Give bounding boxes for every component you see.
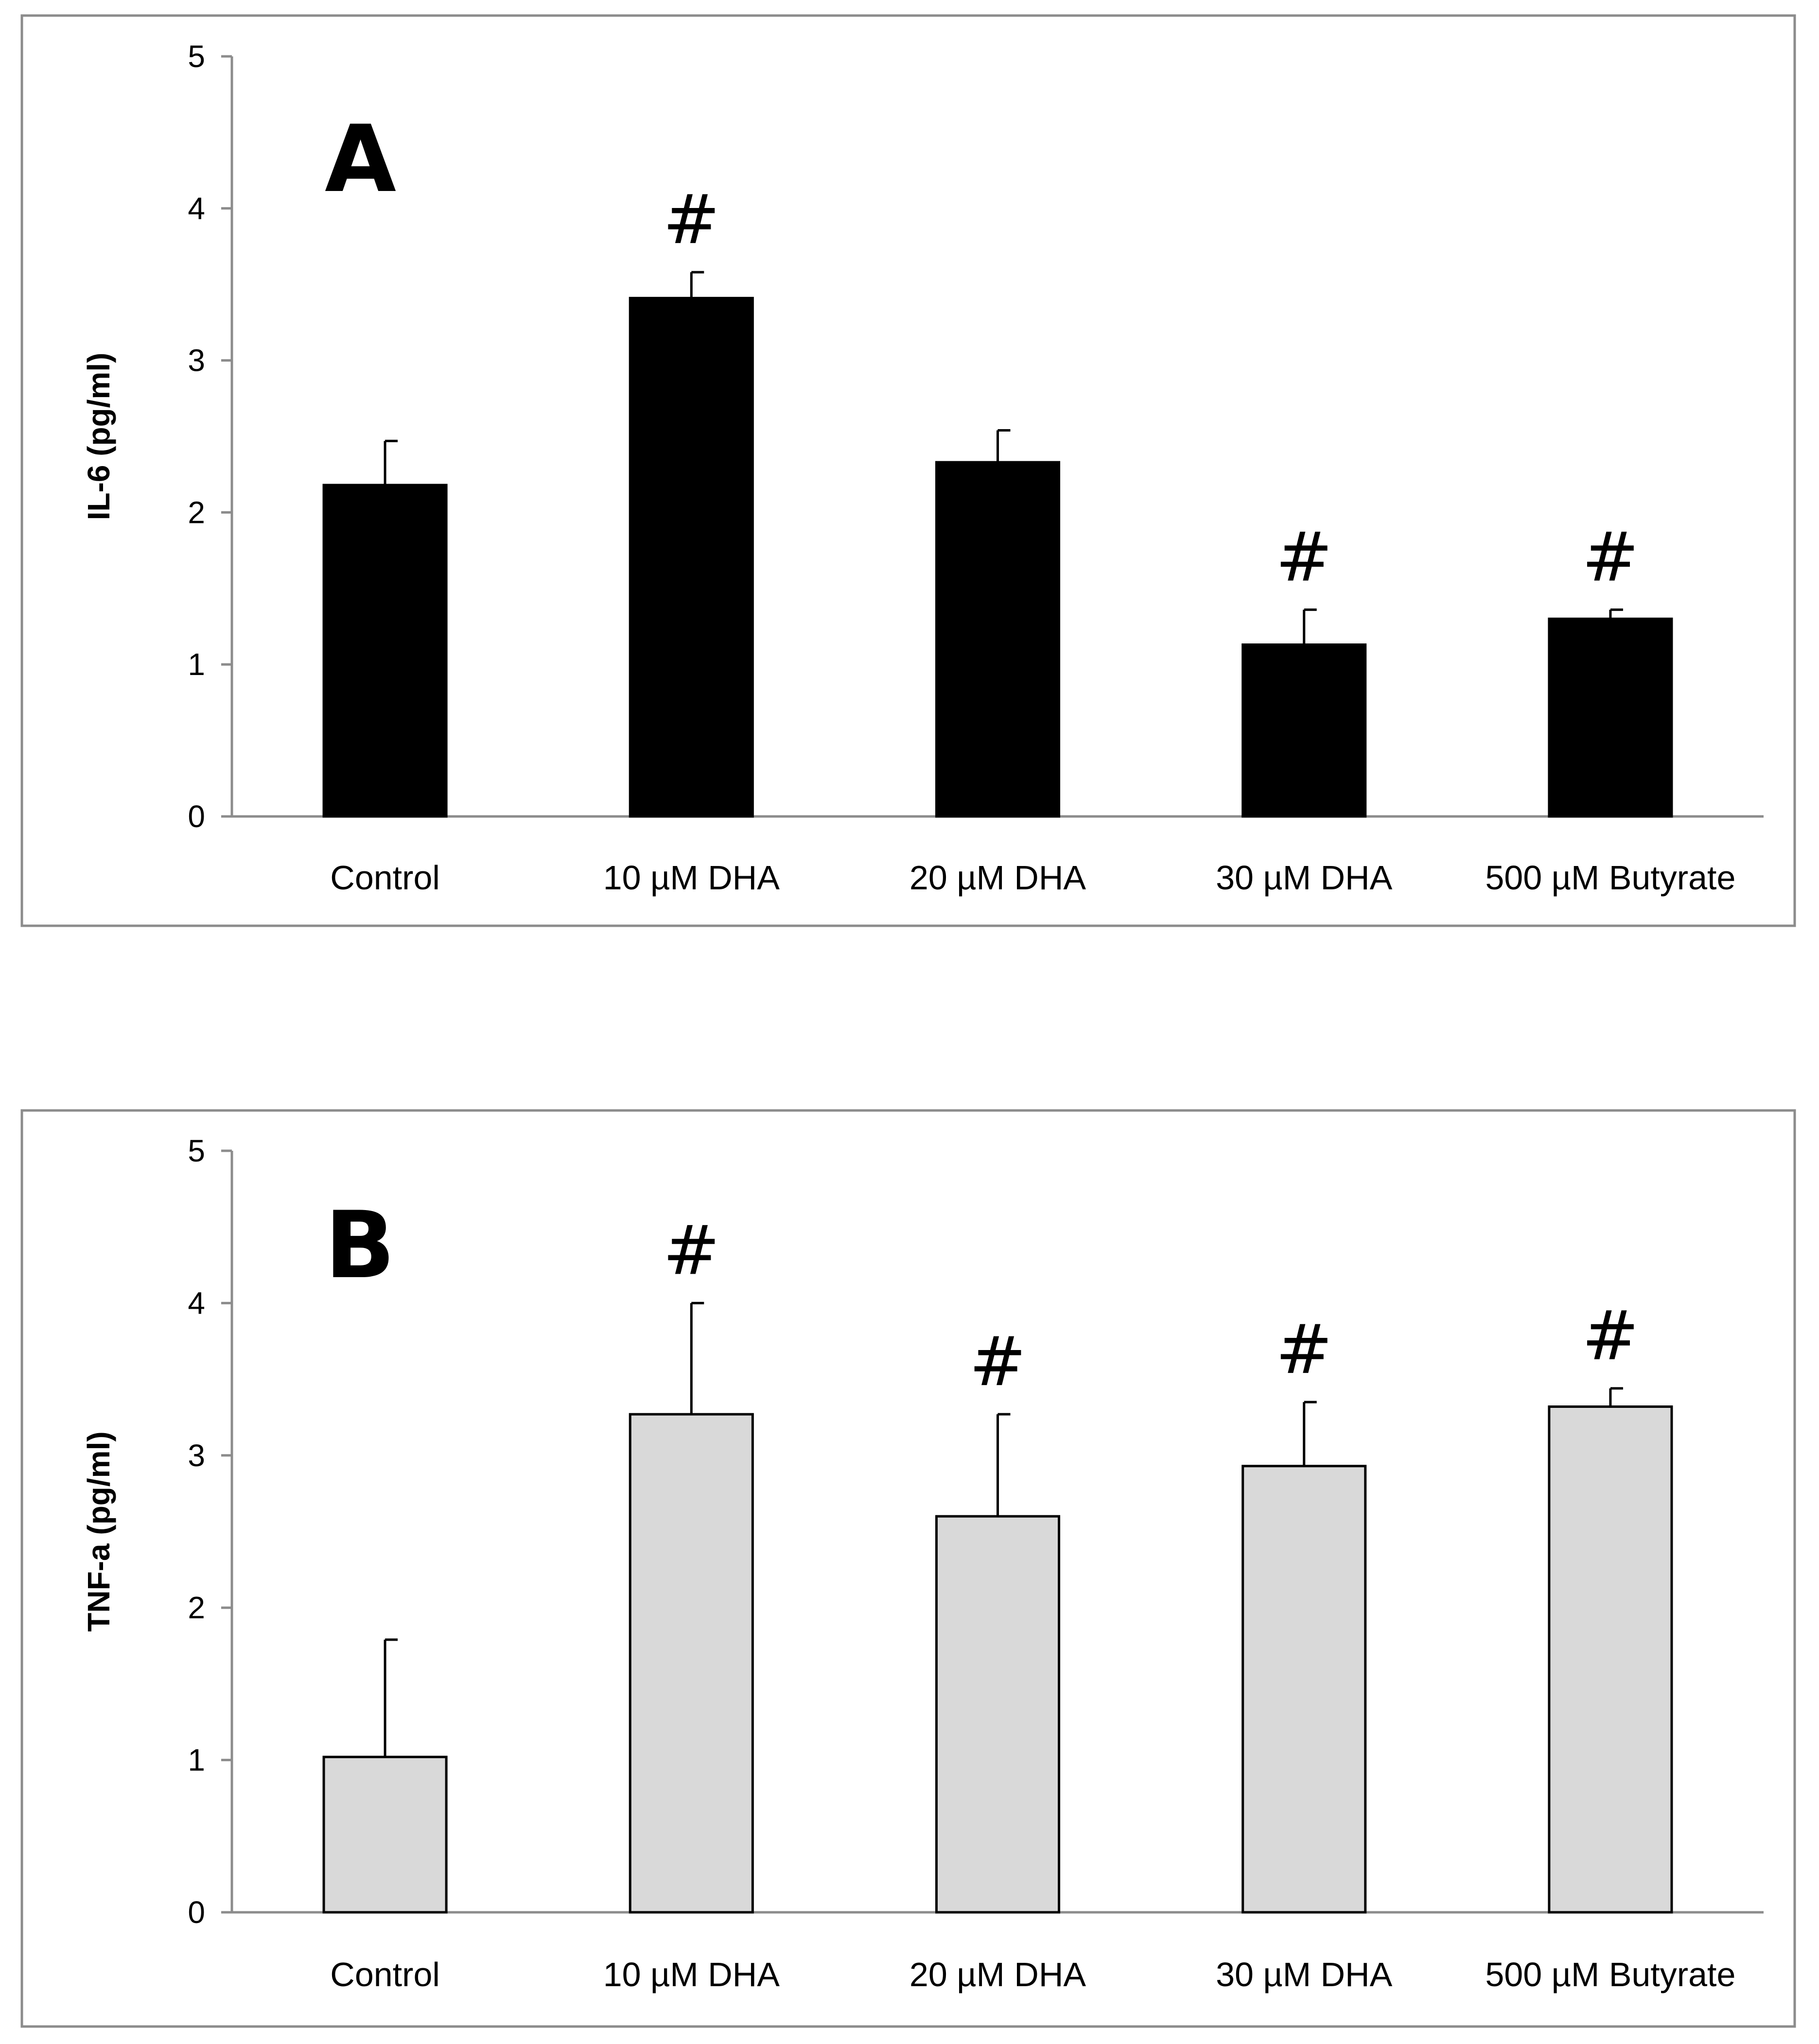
chart1-x-tick-label: 500 µM Butyrate [1485, 1956, 1735, 1993]
panel-a: 0 1 2 3 4 5 IL-6 (pg/ml) A Control 10 µM DHA #20 µ… [20, 14, 1796, 927]
chart1-y-tick-label: 3 [188, 1438, 205, 1473]
chart1-bar [1242, 1465, 1367, 1914]
chart1-x-tick-label: 10 µM DHA [603, 1956, 780, 1993]
chart0-x-tick-label: 30 µM DHA [1216, 859, 1393, 897]
chart0-bar [1242, 643, 1367, 818]
chart1-frame [20, 1109, 1796, 2028]
chart0-frame [20, 14, 1796, 927]
chart1-x-tick-label: 20 µM DHA [910, 1956, 1086, 1993]
chart1-y-tick-label: 2 [188, 1590, 205, 1625]
chart0-y-tick-label: 5 [188, 39, 205, 74]
chart0-y-tick-label: 0 [188, 799, 205, 834]
chart0-bar [629, 296, 754, 818]
chart0-bar [1548, 617, 1673, 818]
chart0-y-tick-label: 1 [188, 647, 205, 682]
chart0-x-tick-label: 20 µM DHA [910, 859, 1086, 897]
chart0-x-tick-label: Control [330, 859, 440, 897]
chart1-bar [935, 1515, 1061, 1914]
chart1-y-tick-label: 5 [188, 1133, 205, 1168]
chart0-significance-marker: # [1276, 518, 1332, 597]
chart0-bar [322, 484, 448, 818]
chart1-x-tick-label: 30 µM DHA [1216, 1956, 1393, 1993]
chart0-y-tick-label: 3 [188, 343, 205, 378]
chart1-bar [322, 1755, 448, 1914]
chart0-y-axis-label: IL-6 (pg/ml) [81, 353, 116, 520]
chart0-x-tick-label: 10 µM DHA [603, 859, 780, 897]
panel-b: 0 1 2 3 4 5 TNF-a (pg/ml) B Control 10 µM DHA #20 … [20, 1109, 1796, 2028]
chart1-panel-letter: B [325, 1192, 395, 1299]
chart1-significance-marker: # [663, 1211, 720, 1290]
chart0-x-tick-label: 500 µM Butyrate [1485, 859, 1735, 897]
chart1-significance-marker: # [1582, 1297, 1639, 1376]
chart1-significance-marker: # [969, 1322, 1026, 1402]
chart1-y-axis-label: TNF-a (pg/ml) [81, 1431, 116, 1631]
chart0-panel-letter: A [325, 105, 396, 213]
chart1-y-tick-label: 1 [188, 1743, 205, 1778]
chart1-significance-marker: # [1276, 1310, 1332, 1389]
chart1-bar [1548, 1405, 1673, 1914]
chart1-y-tick-label: 0 [188, 1895, 205, 1930]
chart1-bar [629, 1413, 754, 1914]
chart0-y-tick-label: 4 [188, 191, 205, 226]
chart0-bar [935, 461, 1061, 818]
chart1-x-tick-label: Control [330, 1956, 440, 1993]
chart0-y-tick-label: 2 [188, 495, 205, 530]
chart1-y-tick-label: 4 [188, 1285, 205, 1320]
chart0-significance-marker: # [663, 180, 720, 260]
chart0-significance-marker: # [1582, 518, 1639, 597]
